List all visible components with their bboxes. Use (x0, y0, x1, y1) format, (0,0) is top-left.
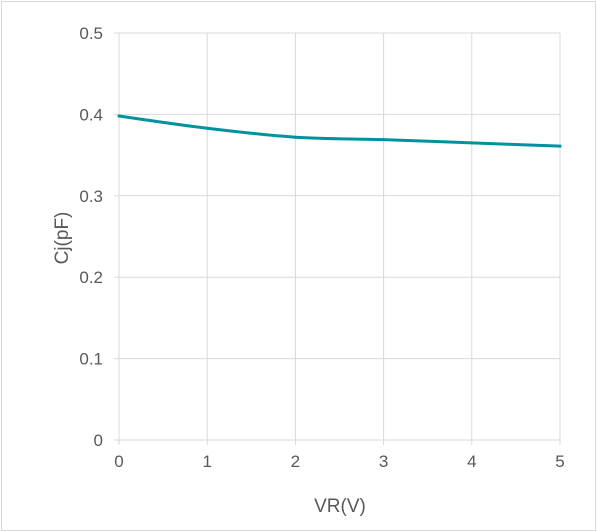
data-point (558, 144, 562, 148)
y-tick-label: 0.3 (79, 187, 103, 206)
y-tick-labels: 0 0.1 0.2 0.3 0.4 0.5 (79, 24, 103, 450)
y-axis-title: Cj(pF) (52, 212, 73, 265)
x-tick-label: 0 (114, 452, 123, 471)
x-axis-title: VR(V) (314, 496, 366, 517)
x-tick-labels: 0 1 2 3 4 5 (114, 452, 564, 471)
y-tick-label: 0.4 (79, 105, 103, 124)
axes (114, 32, 561, 445)
data-point (117, 114, 121, 118)
x-tick-label: 1 (202, 452, 211, 471)
series-line (117, 114, 562, 148)
y-tick-label: 0.2 (79, 268, 103, 287)
y-tick-label: 0.5 (79, 24, 103, 43)
data-point (205, 126, 209, 130)
x-tick-label: 3 (379, 452, 388, 471)
data-point (382, 138, 386, 142)
data-point (470, 141, 474, 145)
y-tick-label: 0 (94, 431, 103, 450)
gridlines (119, 32, 561, 440)
data-point (293, 135, 297, 139)
series-group (117, 114, 562, 148)
x-tick-label: 4 (467, 452, 476, 471)
y-tick-label: 0.1 (79, 350, 103, 369)
x-tick-label: 5 (555, 452, 564, 471)
x-tick-label: 2 (291, 452, 300, 471)
